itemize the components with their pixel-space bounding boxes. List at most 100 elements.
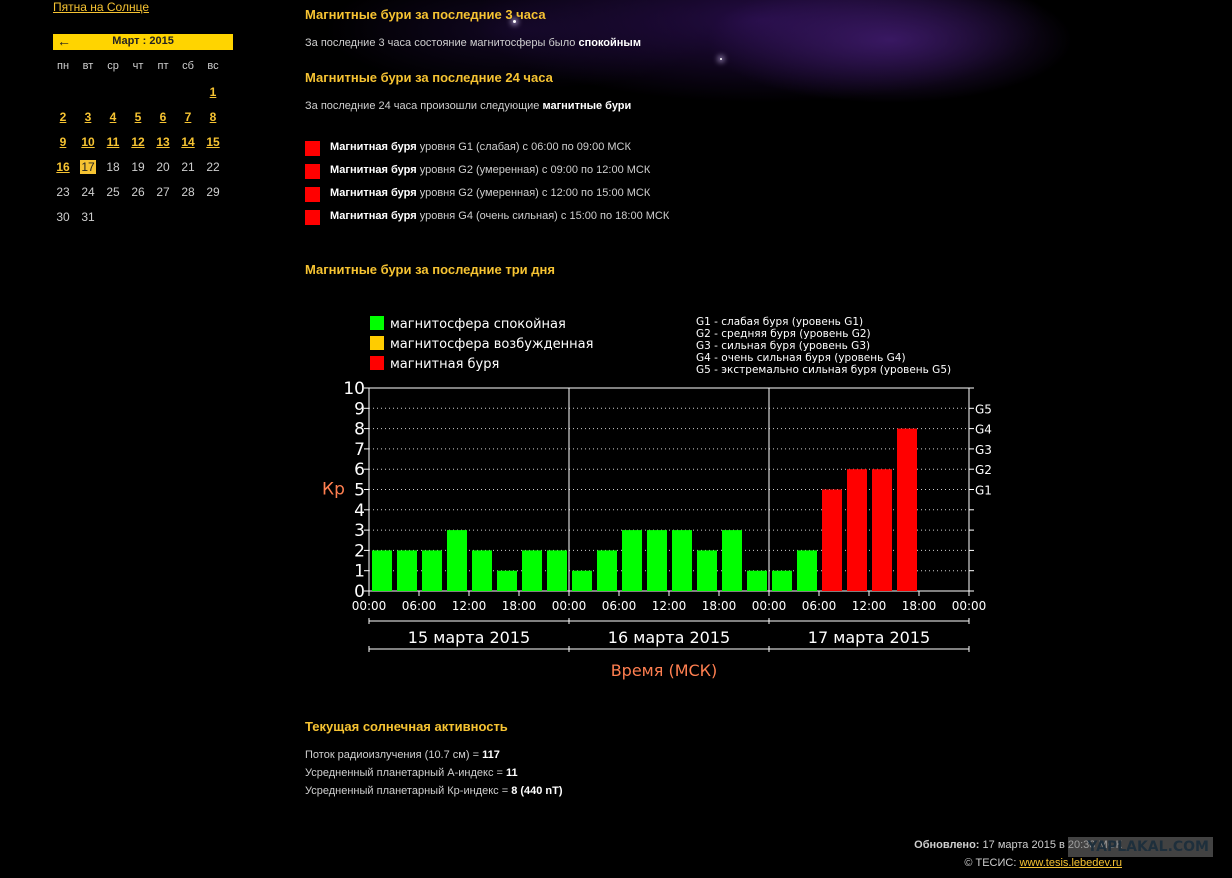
kp-bar: [872, 469, 892, 591]
calendar-day: 25: [106, 185, 120, 199]
calendar-day-link[interactable]: 16: [56, 160, 70, 174]
y-tick-label: 7: [354, 440, 365, 460]
kp-bar: [372, 550, 392, 591]
y-tick-label: 9: [354, 399, 365, 419]
calendar-day-link[interactable]: 12: [131, 135, 145, 149]
storm-detail: уровня G4 (очень сильная) с 15:00 по 18:…: [419, 210, 670, 222]
calendar-day-today[interactable]: 17: [80, 160, 96, 174]
x-tick-label: 00:00: [752, 599, 787, 613]
storm-label: Магнитная буря: [330, 187, 417, 199]
calendar-day-link[interactable]: 2: [59, 110, 67, 124]
sunspots-link[interactable]: Пятна на Солнце: [53, 0, 150, 14]
calendar-week-row: 1: [53, 85, 235, 110]
calendar-day-link[interactable]: 11: [106, 135, 120, 149]
kp-bar: [672, 530, 692, 591]
kp-bar: [497, 570, 517, 591]
storm-marker-icon: [305, 164, 320, 179]
tesis-site-link[interactable]: www.tesis.lebedev.ru: [1019, 857, 1122, 869]
activity-label: Усредненный планетарный A-индекс =: [305, 767, 503, 779]
activity-value: 11: [506, 767, 518, 779]
kp-bar: [422, 550, 442, 591]
calendar-weekday: вт: [82, 60, 94, 72]
last-24h-text: За последние 24 часа произошли следующие…: [305, 100, 631, 112]
storm-detail: уровня G2 (умеренная) с 09:00 по 12:00 М…: [419, 164, 651, 176]
prev-month-arrow-icon[interactable]: ←: [57, 33, 71, 49]
calendar-day: 20: [156, 160, 170, 174]
calendar-day-link[interactable]: 14: [181, 135, 195, 149]
star-icon: [720, 58, 722, 60]
kp-bar: [747, 570, 767, 591]
three-days-title: Магнитные бури за последние три дня: [305, 262, 555, 277]
calendar-day-link[interactable]: 7: [184, 110, 192, 124]
calendar-day: 23: [56, 185, 70, 199]
x-axis-label: Время (МСК): [611, 661, 718, 680]
calendar-day-link[interactable]: 8: [209, 110, 217, 124]
calendar-day-link[interactable]: 10: [81, 135, 95, 149]
x-tick-label: 06:00: [602, 599, 637, 613]
calendar-day: 27: [156, 185, 170, 199]
calendar-day-link[interactable]: 9: [59, 135, 67, 149]
calendar-day: 28: [181, 185, 195, 199]
x-tick-label: 12:00: [852, 599, 887, 613]
activity-title: Текущая солнечная активность: [305, 719, 508, 734]
x-tick-label: 18:00: [902, 599, 937, 613]
storm-label: Магнитная буря: [330, 164, 417, 176]
calendar-day-link[interactable]: 3: [84, 110, 92, 124]
calendar-week-row: 9 10 11 12 13 14 15: [53, 135, 235, 160]
x-tick-label: 06:00: [402, 599, 437, 613]
legend-label-quiet: магнитосфера спокойная: [390, 317, 566, 332]
legend-swatch-storm: [370, 356, 384, 370]
storm-marker-icon: [305, 187, 320, 202]
last-24h-emph: магнитные бури: [542, 100, 632, 112]
x-tick-label: 06:00: [802, 599, 837, 613]
calendar-day-link[interactable]: 6: [159, 110, 167, 124]
y-tick-label: 0: [354, 582, 365, 602]
kp-index-chart: магнитосфера спокойная магнитосфера возбу…: [322, 316, 992, 680]
calendar-day-link[interactable]: 5: [134, 110, 142, 124]
kp-bar: [572, 570, 592, 591]
kp-bar: [897, 428, 917, 591]
y-tick-label: 10: [343, 379, 365, 399]
calendar-day: 21: [181, 160, 195, 174]
last-3h-text: За последние 3 часа состояние магнитосфе…: [305, 37, 641, 49]
copyright-label: © ТЕСИС:: [964, 857, 1017, 869]
storm-marker-icon: [305, 210, 320, 225]
activity-value: 117: [482, 749, 500, 761]
x-tick-label: 12:00: [452, 599, 487, 613]
kp-bar: [822, 489, 842, 591]
y-tick-label: 1: [354, 562, 365, 582]
storm-label: Магнитная буря: [330, 210, 417, 222]
activity-value: 8 (440 nT): [511, 785, 563, 797]
activity-row: Усредненный планетарный Кр-индекс = 8 (4…: [305, 785, 563, 797]
last-3h-state: спокойным: [578, 37, 641, 49]
calendar-day-link[interactable]: 1: [209, 85, 217, 99]
kp-bar: [722, 530, 742, 591]
g-level-label: G1: [975, 484, 992, 498]
y-tick-label: 8: [354, 420, 365, 440]
legend-swatch-quiet: [370, 316, 384, 330]
legend-label-storm: магнитная буря: [390, 357, 499, 372]
kp-bar: [447, 530, 467, 591]
last-24h-text-body: За последние 24 часа произошли следующие: [305, 100, 540, 112]
g-legend-entry: G5 - экстремально сильная буря (уровень …: [696, 364, 951, 376]
calendar-day-link[interactable]: 4: [109, 110, 117, 124]
calendar-day: 30: [56, 210, 70, 224]
calendar-day-link[interactable]: 13: [156, 135, 170, 149]
calendar-month-label: Март : 2015: [112, 35, 174, 47]
storm-label: Магнитная буря: [330, 141, 417, 153]
last-24h-title: Магнитные бури за последние 24 часа: [305, 70, 553, 85]
legend-label-excited: магнитосфера возбужденная: [390, 337, 593, 352]
calendar-weekday-row: пн вт ср чт пт сб вс: [53, 60, 235, 85]
kp-bar: [397, 550, 417, 591]
calendar-day-link[interactable]: 15: [206, 135, 220, 149]
calendar-day: 29: [206, 185, 220, 199]
x-tick-label: 12:00: [652, 599, 687, 613]
calendar-day: 24: [81, 185, 95, 199]
g-legend-entry: G2 - средняя буря (уровень G2): [696, 328, 871, 340]
x-tick-label: 18:00: [502, 599, 537, 613]
kp-bar: [597, 550, 617, 591]
g-legend-entry: G4 - очень сильная буря (уровень G4): [696, 352, 906, 364]
x-tick-label: 18:00: [702, 599, 737, 613]
calendar-weekday: ср: [107, 60, 119, 72]
day-label: 17 марта 2015: [808, 628, 930, 647]
